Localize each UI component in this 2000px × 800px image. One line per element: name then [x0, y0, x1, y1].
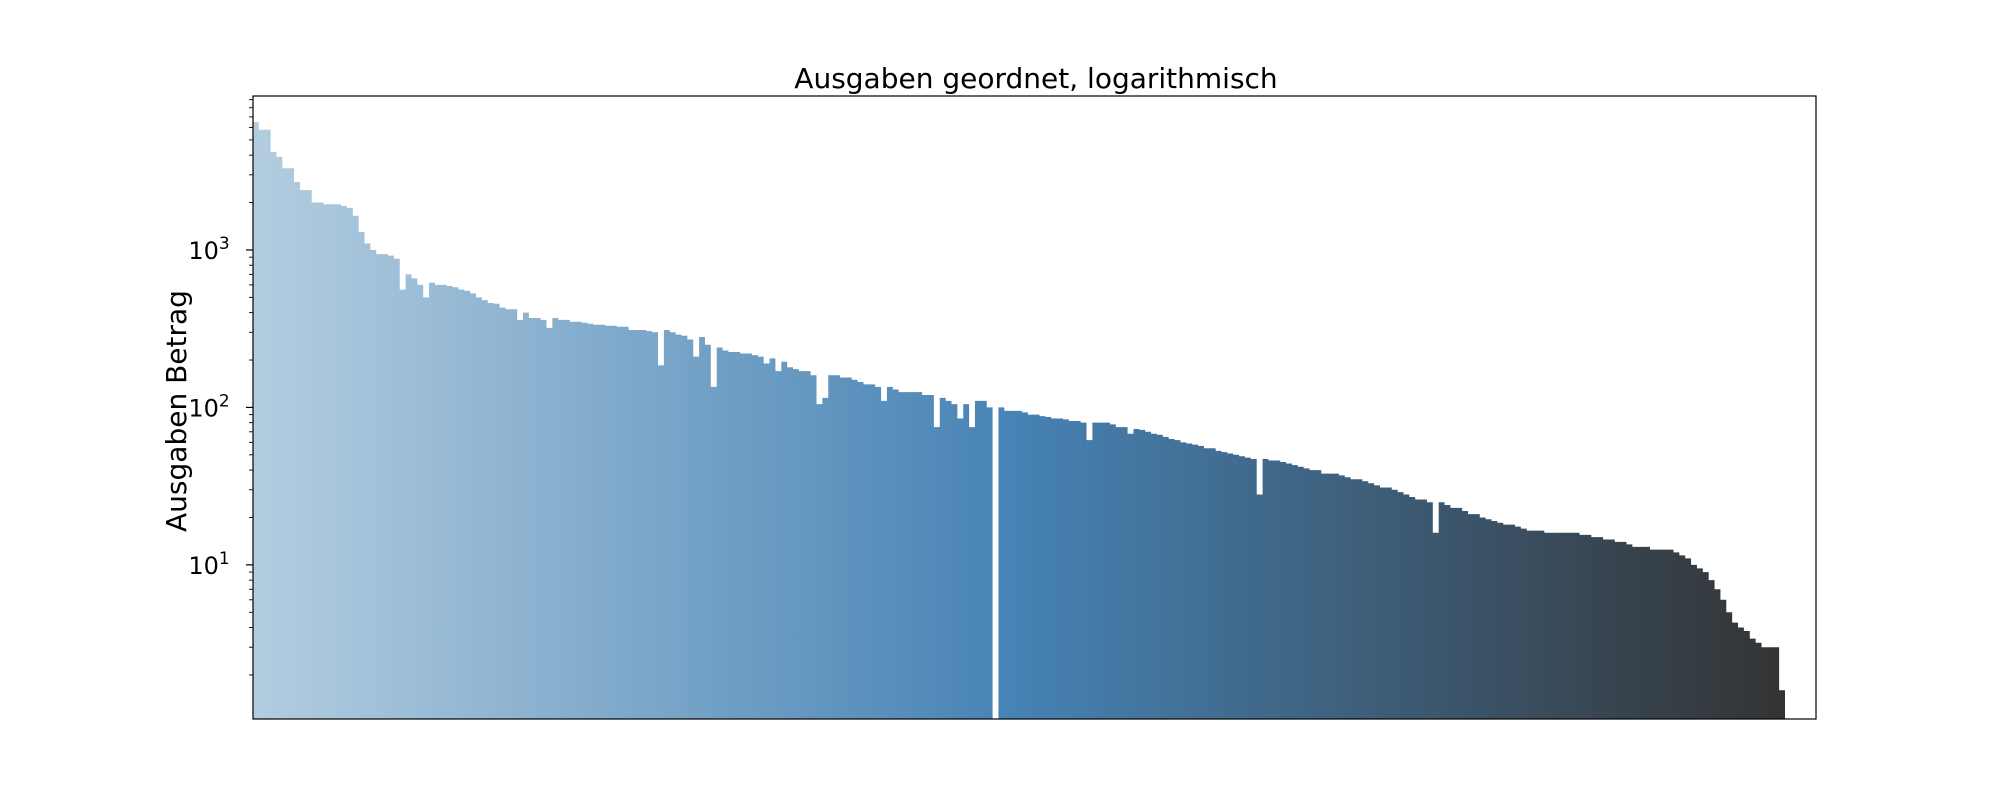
plot-frame	[252, 95, 1817, 720]
y-axis-label: Ausgaben Betrag	[160, 290, 193, 532]
y-major-ticks: 101 102 103	[188, 234, 253, 580]
y-tick-label: 101	[188, 549, 229, 580]
y-tick-label: 102	[188, 391, 229, 422]
bars-gradient-fill	[253, 121, 1785, 719]
chart-title: Ausgaben geordnet, logarithmisch	[794, 62, 1277, 95]
y-minor-ticks	[249, 99, 253, 676]
y-tick-label: 103	[188, 234, 229, 265]
bars-layer	[253, 121, 1785, 719]
